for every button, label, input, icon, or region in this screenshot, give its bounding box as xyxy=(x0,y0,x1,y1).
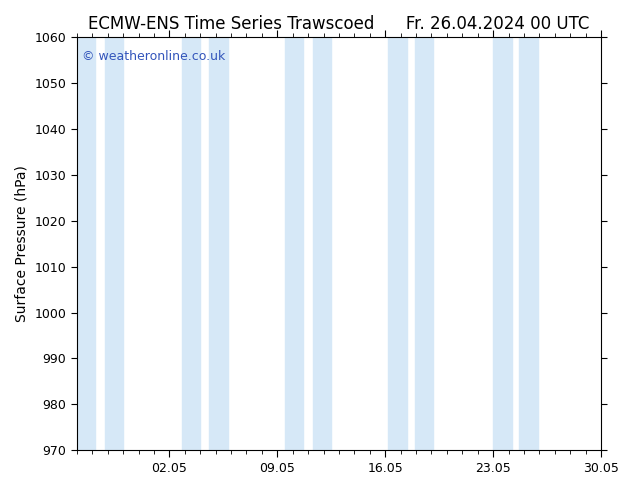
Text: © weatheronline.co.uk: © weatheronline.co.uk xyxy=(82,49,225,63)
Bar xyxy=(415,37,433,450)
Bar xyxy=(105,37,123,450)
Bar xyxy=(313,37,331,450)
Bar xyxy=(285,37,304,450)
Bar xyxy=(209,37,228,450)
Bar xyxy=(493,37,512,450)
Bar xyxy=(77,37,95,450)
Bar xyxy=(388,37,407,450)
Y-axis label: Surface Pressure (hPa): Surface Pressure (hPa) xyxy=(15,165,29,322)
Title: ECMW-ENS Time Series Trawscoed      Fr. 26.04.2024 00 UTC: ECMW-ENS Time Series Trawscoed Fr. 26.04… xyxy=(88,15,590,33)
Bar xyxy=(519,37,538,450)
Bar xyxy=(182,37,200,450)
